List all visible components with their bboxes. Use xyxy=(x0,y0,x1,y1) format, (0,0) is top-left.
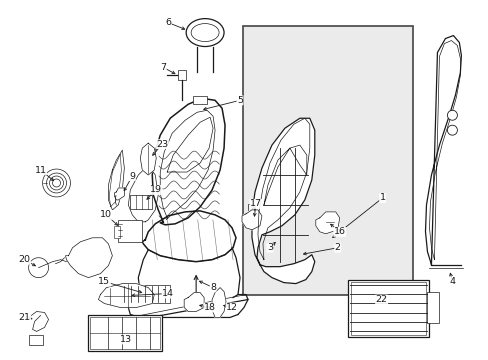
Bar xyxy=(193,96,207,104)
Text: 20: 20 xyxy=(19,255,31,264)
Polygon shape xyxy=(128,165,158,222)
Text: 3: 3 xyxy=(266,243,272,252)
Text: 8: 8 xyxy=(210,283,216,292)
Ellipse shape xyxy=(186,19,224,46)
Polygon shape xyxy=(260,255,314,284)
Text: 5: 5 xyxy=(237,96,243,105)
Text: 19: 19 xyxy=(150,185,162,194)
Bar xyxy=(114,226,120,238)
Polygon shape xyxy=(114,188,124,200)
Polygon shape xyxy=(425,36,461,265)
Ellipse shape xyxy=(191,24,219,41)
Bar xyxy=(88,315,162,351)
Text: 15: 15 xyxy=(98,277,110,286)
Bar xyxy=(350,282,426,336)
Polygon shape xyxy=(142,211,236,262)
Polygon shape xyxy=(98,284,154,307)
Text: 4: 4 xyxy=(448,277,454,286)
Text: 6: 6 xyxy=(165,18,171,27)
Polygon shape xyxy=(242,210,262,230)
Polygon shape xyxy=(152,98,224,225)
Text: 16: 16 xyxy=(333,227,345,236)
Bar xyxy=(130,195,152,209)
Bar xyxy=(427,292,439,323)
Text: 18: 18 xyxy=(203,303,216,312)
Text: 10: 10 xyxy=(100,210,112,219)
Polygon shape xyxy=(140,143,156,175)
Text: 14: 14 xyxy=(162,289,174,298)
Bar xyxy=(178,71,186,80)
Polygon shape xyxy=(184,293,203,311)
Text: 12: 12 xyxy=(225,303,238,312)
Circle shape xyxy=(29,258,48,278)
Bar xyxy=(29,336,42,345)
Text: 22: 22 xyxy=(375,295,387,304)
Bar xyxy=(120,285,170,302)
Bar xyxy=(90,318,160,349)
Text: 1: 1 xyxy=(379,193,385,202)
Circle shape xyxy=(447,110,456,120)
Circle shape xyxy=(447,125,456,135)
Text: 17: 17 xyxy=(249,199,262,208)
Text: 21: 21 xyxy=(19,313,31,322)
Bar xyxy=(347,280,428,337)
Bar xyxy=(118,220,142,242)
Text: 11: 11 xyxy=(35,166,46,175)
Text: 9: 9 xyxy=(129,171,135,180)
Polygon shape xyxy=(315,212,339,234)
Text: 23: 23 xyxy=(156,140,168,149)
Text: 2: 2 xyxy=(334,243,340,252)
Text: 7: 7 xyxy=(160,63,166,72)
Text: 13: 13 xyxy=(120,335,132,344)
Bar xyxy=(243,26,412,294)
Polygon shape xyxy=(212,288,225,318)
Polygon shape xyxy=(108,150,124,210)
Polygon shape xyxy=(251,118,314,265)
